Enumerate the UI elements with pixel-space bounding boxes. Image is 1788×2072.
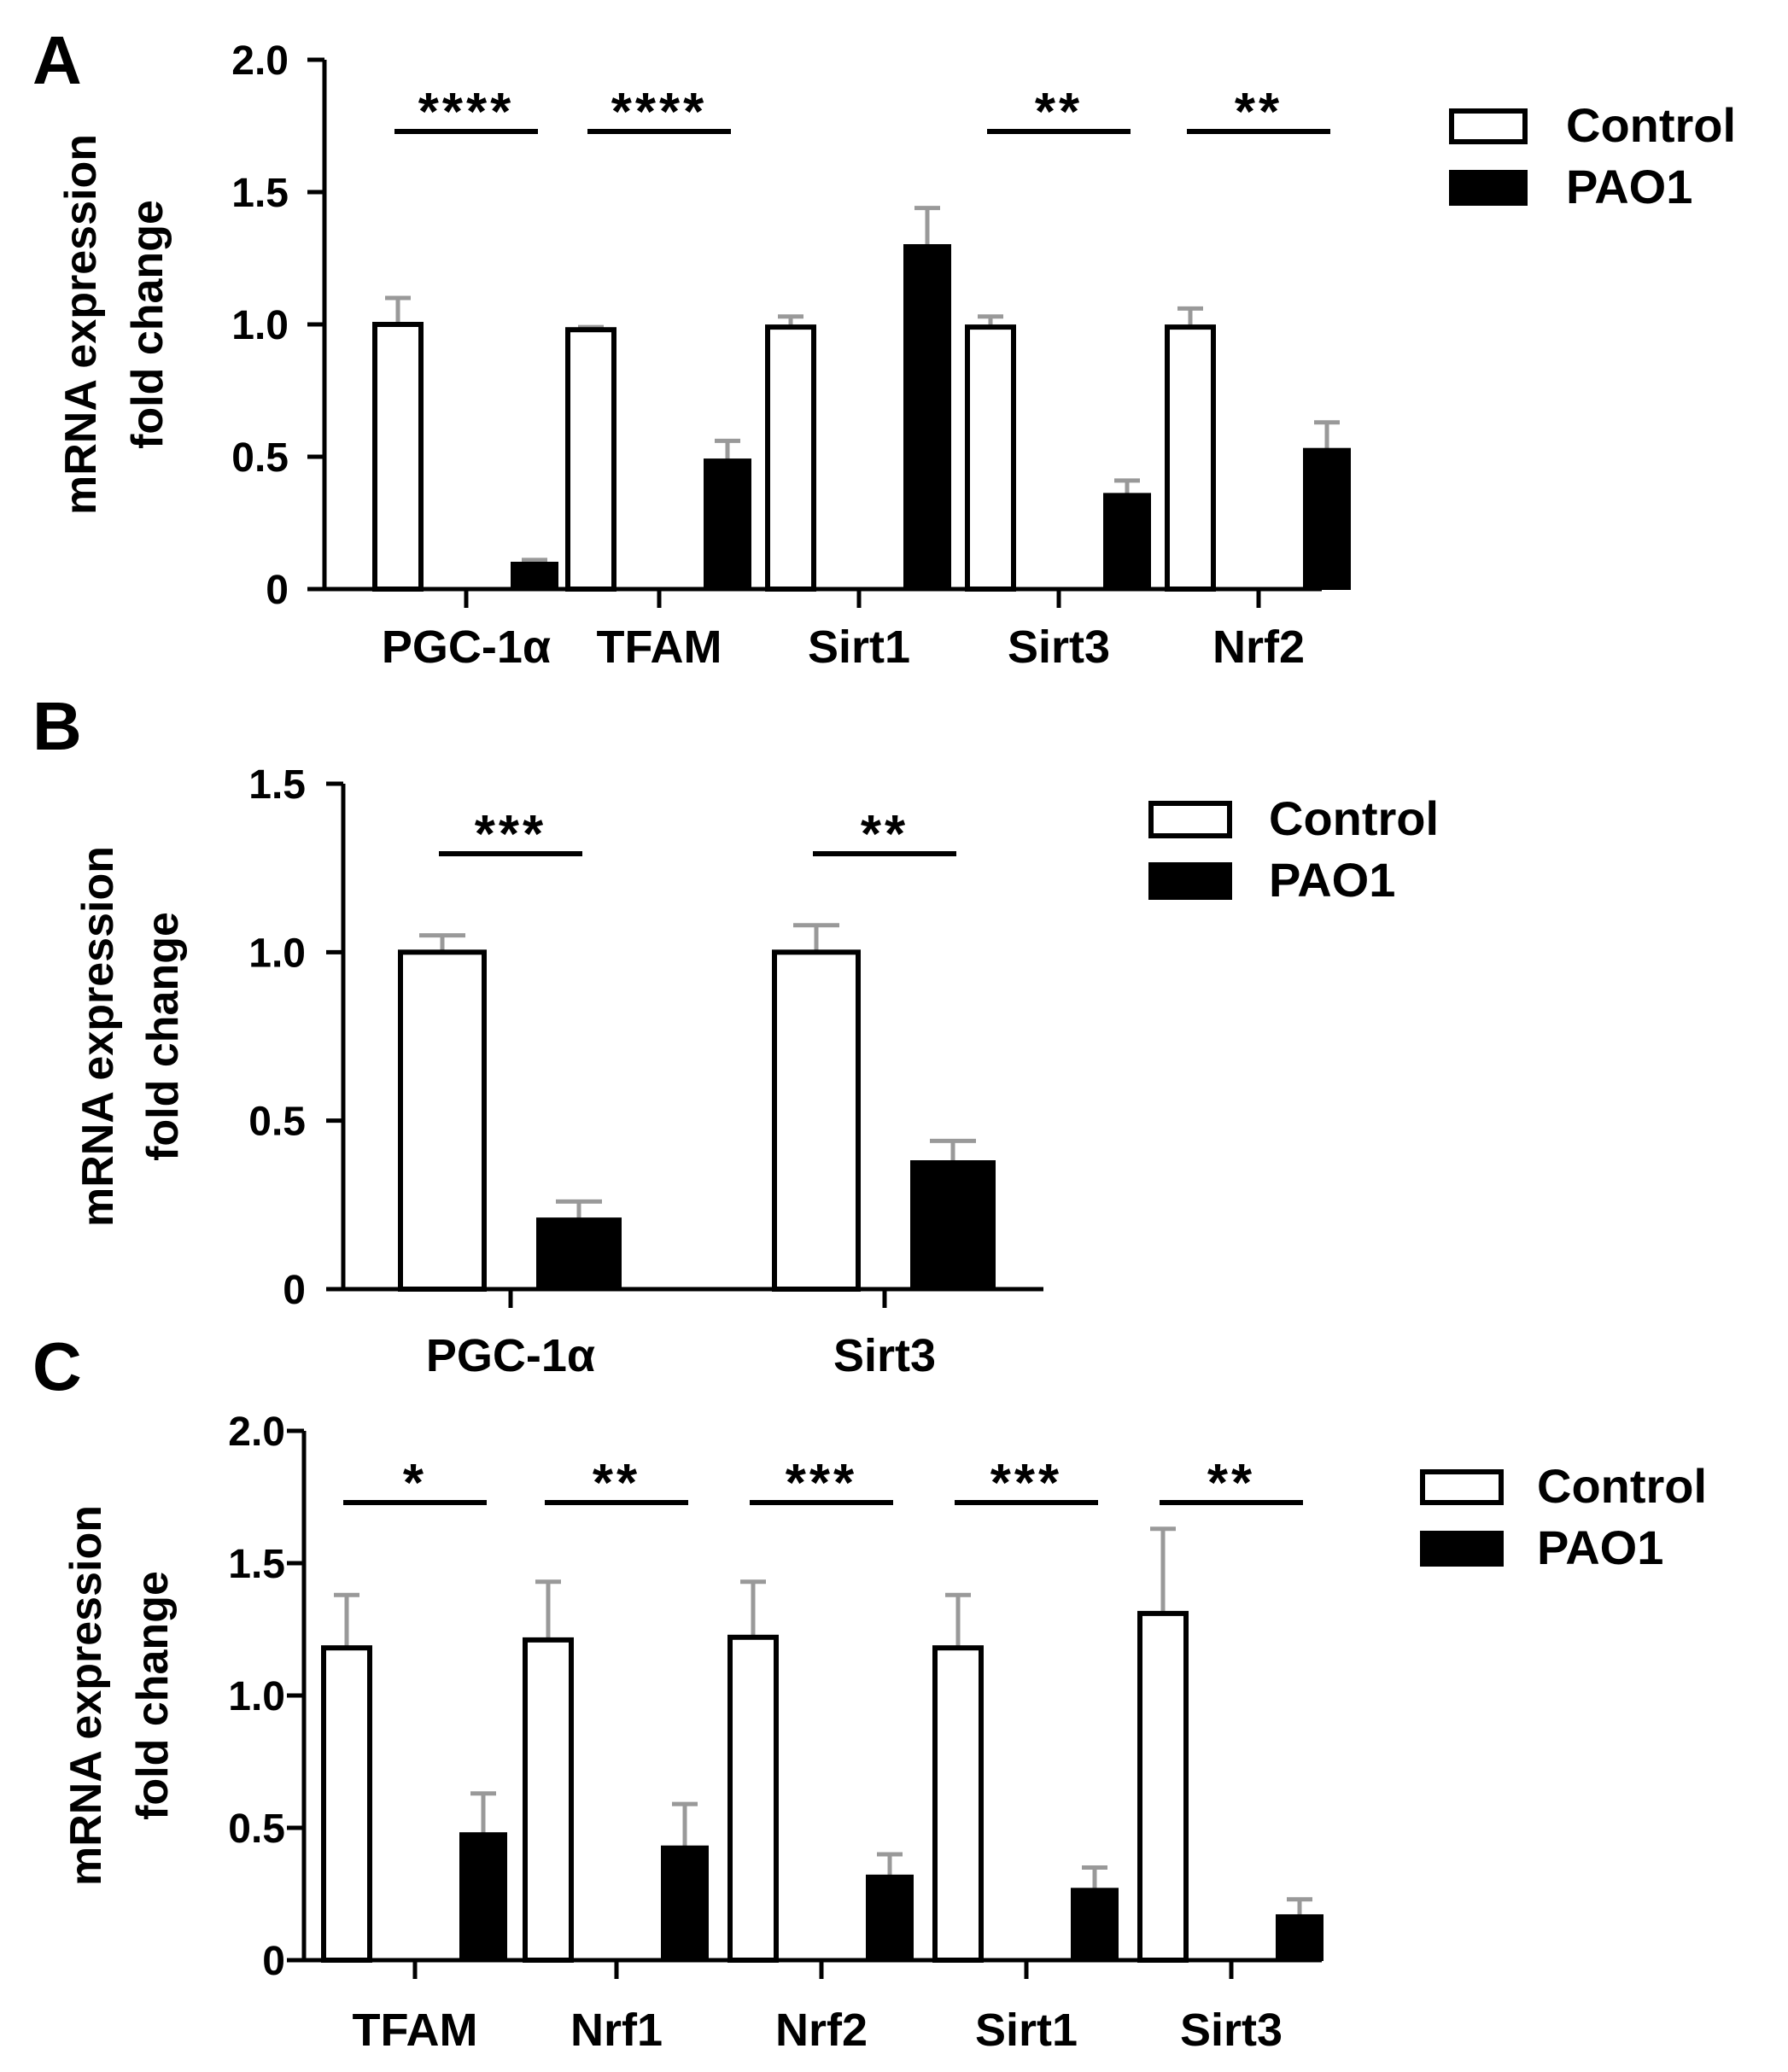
bar-control bbox=[932, 1645, 984, 1963]
legend-label: PAO1 bbox=[1566, 160, 1692, 213]
y-tick-label: 0 bbox=[283, 1268, 306, 1313]
y-axis-label: mRNA expression bbox=[61, 1505, 111, 1886]
y-tick-label: 1.0 bbox=[231, 303, 289, 348]
panel-letter: A bbox=[32, 22, 82, 98]
legend-label: Control bbox=[1566, 98, 1736, 152]
x-tick-label: Sirt3 bbox=[1008, 622, 1110, 673]
significance-stars: * bbox=[403, 1454, 427, 1513]
bar-pao1 bbox=[910, 1160, 996, 1290]
bar-pao1 bbox=[1276, 1914, 1323, 1962]
y-tick-label: 2.0 bbox=[228, 1410, 285, 1455]
bar-control bbox=[727, 1634, 779, 1964]
panel-letter: B bbox=[32, 688, 82, 764]
x-tick-label: TFAM bbox=[353, 2005, 478, 2056]
bar-pao1 bbox=[511, 562, 558, 590]
bar-pao1 bbox=[459, 1832, 507, 1961]
x-tick-label: Sirt1 bbox=[975, 2005, 1078, 2056]
legend-swatch-pao1 bbox=[1449, 170, 1528, 206]
significance-stars: ** bbox=[861, 805, 909, 864]
significance-stars: *** bbox=[786, 1454, 857, 1513]
y-tick-label: 0.5 bbox=[231, 435, 289, 481]
bar-pao1 bbox=[536, 1217, 622, 1290]
legend-label: Control bbox=[1537, 1459, 1707, 1513]
significance-stars: *** bbox=[990, 1454, 1062, 1513]
x-tick-label: Sirt3 bbox=[833, 1330, 936, 1381]
x-tick-label: Sirt3 bbox=[1180, 2005, 1283, 2056]
significance-stars: **** bbox=[611, 83, 708, 142]
bar-control bbox=[765, 324, 816, 592]
legend-swatch-pao1 bbox=[1148, 862, 1232, 900]
x-tick-label: TFAM bbox=[597, 622, 722, 673]
y-tick-label: 0 bbox=[266, 568, 289, 613]
y-tick-label: 1.5 bbox=[228, 1542, 285, 1587]
y-tick-label: 1.0 bbox=[228, 1674, 285, 1719]
significance-stars: ** bbox=[1207, 1454, 1255, 1513]
legend-swatch-control bbox=[1420, 1469, 1504, 1505]
y-axis-label: fold change bbox=[123, 200, 172, 449]
bar-control bbox=[372, 322, 424, 592]
bar-control bbox=[523, 1637, 574, 1964]
bar-pao1 bbox=[1103, 493, 1151, 591]
legend-swatch-control bbox=[1449, 108, 1528, 144]
y-axis-label: fold change bbox=[138, 912, 188, 1161]
y-tick-label: 1.5 bbox=[231, 171, 289, 216]
legend-swatch-pao1 bbox=[1420, 1531, 1504, 1567]
bar-pao1 bbox=[1303, 447, 1351, 591]
legend-label: Control bbox=[1269, 791, 1439, 845]
bar-control bbox=[565, 327, 616, 592]
x-tick-label: Nrf2 bbox=[1212, 622, 1305, 673]
bar-pao1 bbox=[903, 244, 951, 590]
x-tick-label: Sirt1 bbox=[808, 622, 910, 673]
bar-pao1 bbox=[866, 1874, 914, 1962]
bar-pao1 bbox=[661, 1845, 709, 1961]
y-tick-label: 0 bbox=[262, 1939, 285, 1984]
legend-label: PAO1 bbox=[1537, 1520, 1663, 1574]
y-axis-label: fold change bbox=[128, 1571, 178, 1820]
x-tick-label: Nrf2 bbox=[775, 2005, 868, 2056]
panel-letter: C bbox=[32, 1328, 82, 1404]
y-axis-label: mRNA expression bbox=[73, 846, 123, 1227]
significance-stars: ** bbox=[1235, 83, 1283, 142]
bar-control bbox=[965, 324, 1016, 592]
bar-pao1 bbox=[704, 458, 751, 590]
bar-control bbox=[321, 1645, 372, 1963]
y-tick-label: 2.0 bbox=[231, 38, 289, 84]
y-tick-label: 1.0 bbox=[248, 931, 306, 976]
y-axis-label: mRNA expression bbox=[56, 134, 106, 515]
x-tick-label: PGC-1α bbox=[382, 622, 551, 673]
bar-control bbox=[772, 949, 861, 1293]
significance-stars: ** bbox=[1035, 83, 1083, 142]
legend-label: PAO1 bbox=[1269, 853, 1395, 907]
bar-control bbox=[1165, 324, 1216, 592]
significance-stars: ** bbox=[593, 1454, 640, 1513]
significance-stars: *** bbox=[475, 805, 546, 864]
bar-control bbox=[1137, 1610, 1189, 1964]
significance-stars: **** bbox=[418, 83, 515, 142]
y-tick-label: 0.5 bbox=[228, 1806, 285, 1852]
x-tick-label: PGC-1α bbox=[426, 1330, 595, 1381]
legend-swatch-control bbox=[1148, 801, 1232, 838]
bar-control bbox=[398, 949, 487, 1293]
bar-pao1 bbox=[1071, 1888, 1119, 1962]
y-tick-label: 1.5 bbox=[248, 762, 306, 808]
x-tick-label: Nrf1 bbox=[570, 2005, 663, 2056]
y-tick-label: 0.5 bbox=[248, 1100, 306, 1145]
